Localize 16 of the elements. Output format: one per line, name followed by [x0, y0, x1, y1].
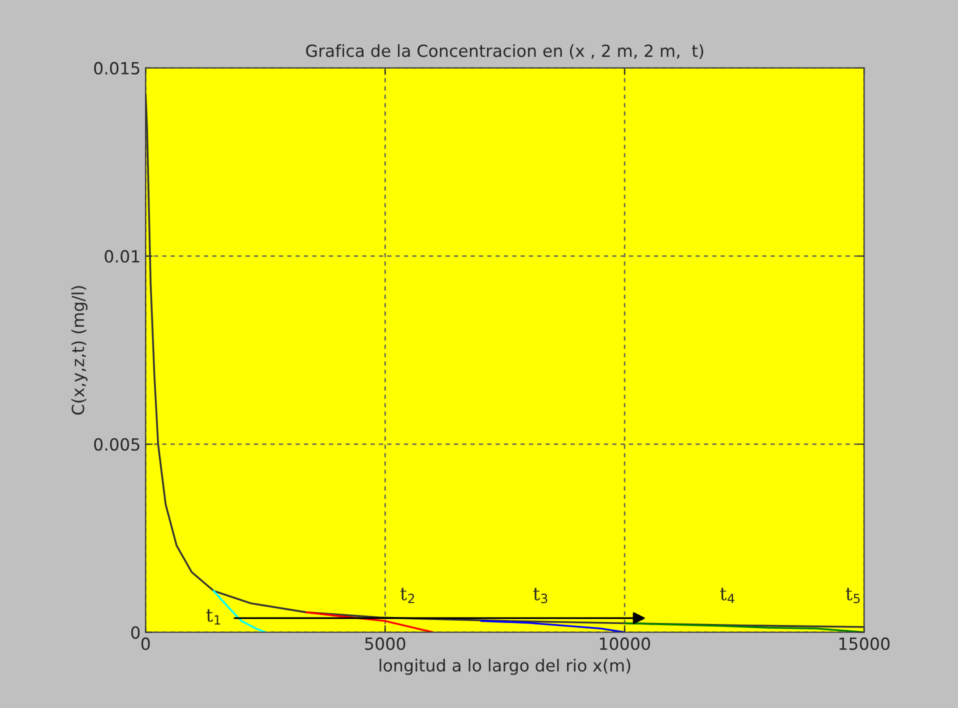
- chart-title: Grafica de la Concentracion en (x , 2 m, 2 m, t): [306, 44, 704, 60]
- x-tick-label: 15000: [839, 637, 890, 650]
- y-tick-label: 0.005: [94, 438, 140, 451]
- annotation: t$_{3}$: [533, 588, 548, 604]
- y-axis-title: C(x,y,z,t) (mg/l): [71, 286, 88, 415]
- annotation: t$_{4}$: [720, 588, 734, 604]
- x-tick-label: 10000: [600, 637, 650, 650]
- x-tick-label: 0: [141, 637, 150, 650]
- y-tick-label: 0.015: [94, 62, 140, 75]
- annotation: t$_{5}$: [846, 588, 860, 604]
- annotation: t$_{2}$: [400, 588, 414, 604]
- x-axis-title: longitud a lo largo del rio x(m): [380, 658, 630, 675]
- x-tick-label: 5000: [365, 637, 406, 650]
- y-tick-label: 0: [131, 626, 140, 639]
- y-tick-label: 0.01: [104, 250, 140, 263]
- annotation: t$_{1}$: [206, 609, 220, 624]
